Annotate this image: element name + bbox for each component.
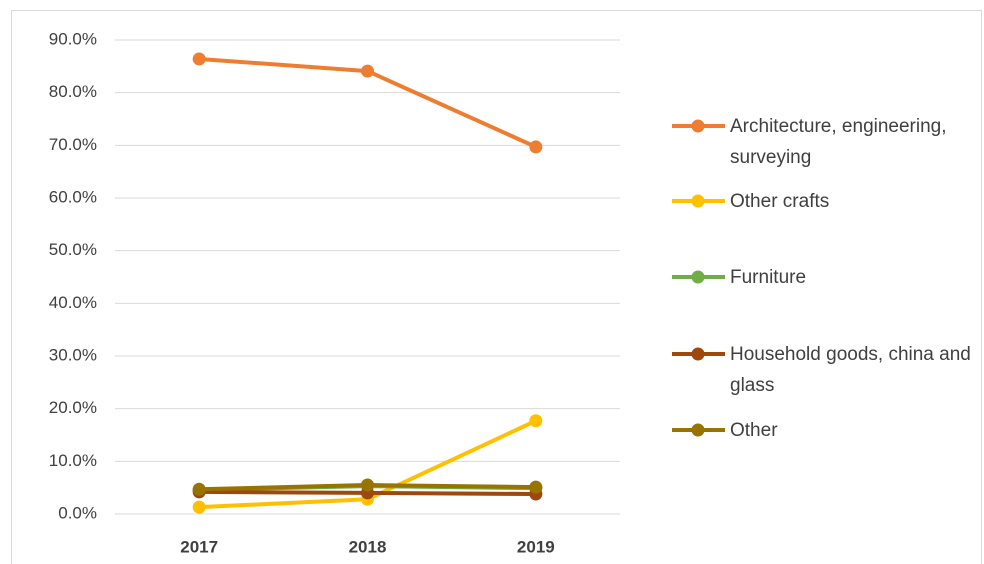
legend-label: Other (730, 419, 778, 441)
y-tick-label: 10.0% (49, 451, 97, 470)
legend-marker (691, 119, 705, 133)
data-point (192, 500, 206, 514)
y-tick-label: 90.0% (49, 29, 97, 48)
legend-label: Other crafts (730, 190, 830, 212)
y-tick-label: 0.0% (58, 503, 97, 522)
y-tick-label: 80.0% (49, 82, 97, 101)
data-point (529, 480, 543, 494)
y-tick-label: 20.0% (49, 398, 97, 417)
x-tick-label: 2017 (180, 537, 218, 556)
x-tick-label: 2018 (349, 537, 387, 556)
legend-marker (691, 270, 705, 284)
y-tick-label: 50.0% (49, 240, 97, 259)
legend-marker (691, 347, 705, 361)
legend-marker (691, 194, 705, 208)
data-point (192, 482, 206, 496)
data-point (529, 140, 543, 154)
y-tick-label: 40.0% (49, 293, 97, 312)
legend-label: Household goods, china and glass (730, 343, 971, 396)
data-point (361, 64, 374, 78)
legend-marker (691, 423, 705, 437)
y-tick-label: 70.0% (49, 135, 97, 154)
data-point (529, 414, 543, 428)
chart-border (11, 10, 982, 564)
y-tick-label: 30.0% (49, 345, 97, 364)
legend-label: Furniture (730, 266, 807, 288)
data-point (361, 478, 374, 492)
y-tick-label: 60.0% (49, 187, 97, 206)
legend-label: Architecture, engineering, surveying (730, 115, 947, 168)
x-tick-label: 2019 (517, 537, 555, 556)
data-point (192, 52, 206, 66)
